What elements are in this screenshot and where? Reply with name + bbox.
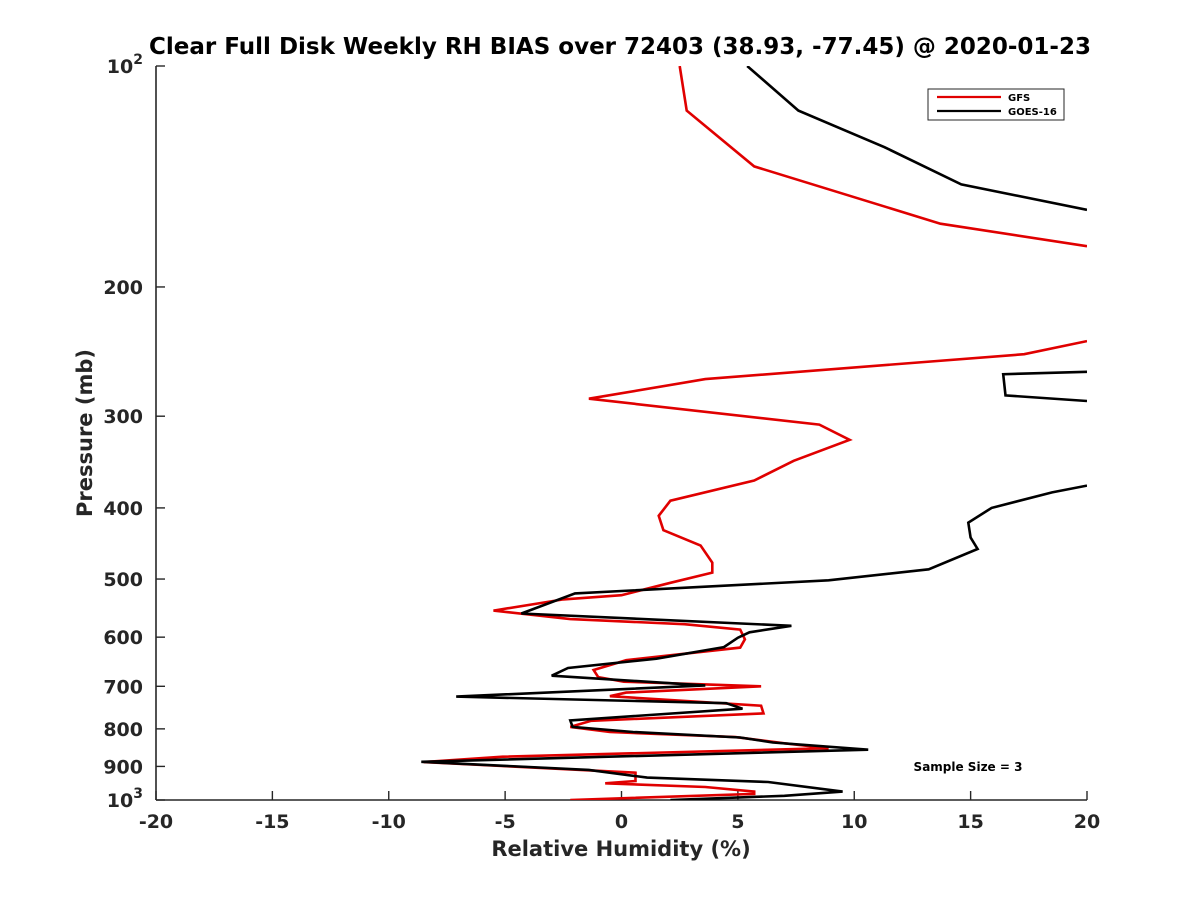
y-tick-label: 103: [107, 786, 143, 812]
series-group: [421, 66, 1087, 800]
legend: GFS GOES-16: [927, 88, 1065, 121]
x-tick-label: -5: [495, 811, 516, 833]
y-tick-label: 900: [103, 756, 143, 778]
y-tick-group: 102 200 300 400 500 600 700 800 900 103: [103, 52, 165, 812]
series-line-goes16: [1001, 370, 1087, 403]
series-line-gfs: [423, 339, 1087, 800]
series-line-goes16: [421, 484, 1087, 800]
chart-title: Clear Full Disk Weekly RH BIAS over 7240…: [149, 34, 1091, 60]
x-tick-label: -20: [139, 811, 173, 833]
x-tick-label: -10: [372, 811, 406, 833]
y-tick-label: 700: [103, 676, 143, 698]
sample-size-annotation: Sample Size = 3: [914, 760, 1023, 774]
x-tick-label: 15: [957, 811, 983, 833]
legend-label-goes16: GOES-16: [1008, 107, 1057, 118]
x-tick-label: 5: [731, 811, 744, 833]
y-tick-label: 600: [103, 627, 143, 649]
y-tick-label: 102: [107, 52, 143, 78]
x-tick-label: 0: [615, 811, 628, 833]
series-line-goes16: [746, 66, 1087, 212]
legend-box: [927, 88, 1065, 121]
y-tick-label: 500: [103, 569, 143, 591]
series-line-gfs: [678, 66, 1087, 248]
y-axis-label: Pressure (mb): [73, 349, 97, 517]
y-tick-label: 200: [103, 277, 143, 299]
x-tick-label: 20: [1074, 811, 1100, 833]
x-tick-group: -20 -15 -10 -5 0 5 10 15 20: [139, 791, 1100, 833]
x-tick-label: 10: [841, 811, 867, 833]
x-tick-label: -15: [255, 811, 289, 833]
x-axis-label: Relative Humidity (%): [491, 837, 750, 861]
y-tick-label: 400: [103, 498, 143, 520]
y-tick-label: 800: [103, 719, 143, 741]
legend-label-gfs: GFS: [1008, 93, 1030, 104]
y-tick-label: 300: [103, 406, 143, 428]
